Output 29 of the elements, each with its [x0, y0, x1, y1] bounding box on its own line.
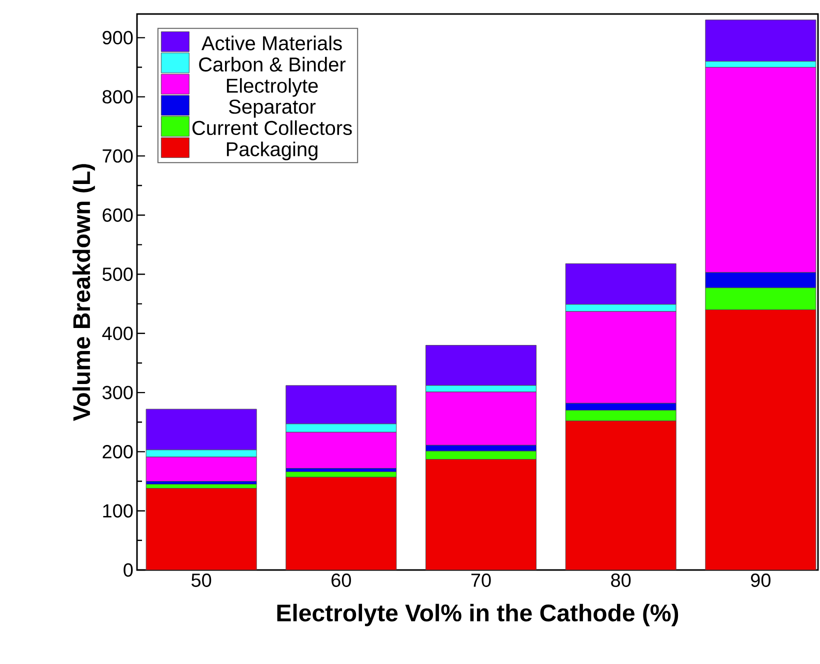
- bar: [146, 488, 257, 570]
- x-tick-label: 80: [611, 574, 631, 587]
- y-tick-label: 800: [102, 90, 133, 104]
- bar: [286, 477, 396, 570]
- x-tick-label: 90: [750, 574, 770, 587]
- legend-label: Electrolyte: [226, 78, 318, 97]
- legend-label: Current Collectors: [192, 120, 352, 136]
- y-tick-label: 700: [102, 149, 133, 163]
- y-tick-label: 500: [102, 268, 133, 281]
- y-tick-label: 900: [102, 30, 133, 44]
- bar: [426, 459, 536, 570]
- legend-label: Carbon & Binder: [199, 56, 346, 72]
- legend-label: Packaging: [226, 142, 318, 160]
- y-tick-label: 100: [103, 504, 133, 518]
- legend-label: Separator: [229, 100, 316, 118]
- y-axis-title: Volume Breakdown (L): [72, 164, 95, 421]
- y-tick-label: 600: [102, 208, 133, 222]
- y-tick-label: 0: [124, 563, 133, 577]
- x-tick-label: 70: [471, 574, 491, 587]
- y-tick-label: 300: [102, 386, 133, 400]
- x-tick-label: 50: [192, 574, 212, 587]
- x-tick-label: 60: [332, 574, 351, 587]
- y-tick-label: 200: [102, 444, 133, 458]
- bar: [286, 472, 397, 478]
- legend-label: Active Materials: [201, 36, 342, 50]
- x-axis-title: Electrolyte Vol% in the Cathode (%): [277, 604, 678, 626]
- bar: [566, 420, 676, 570]
- y-tick-label: 400: [102, 326, 133, 340]
- bar: [705, 309, 816, 570]
